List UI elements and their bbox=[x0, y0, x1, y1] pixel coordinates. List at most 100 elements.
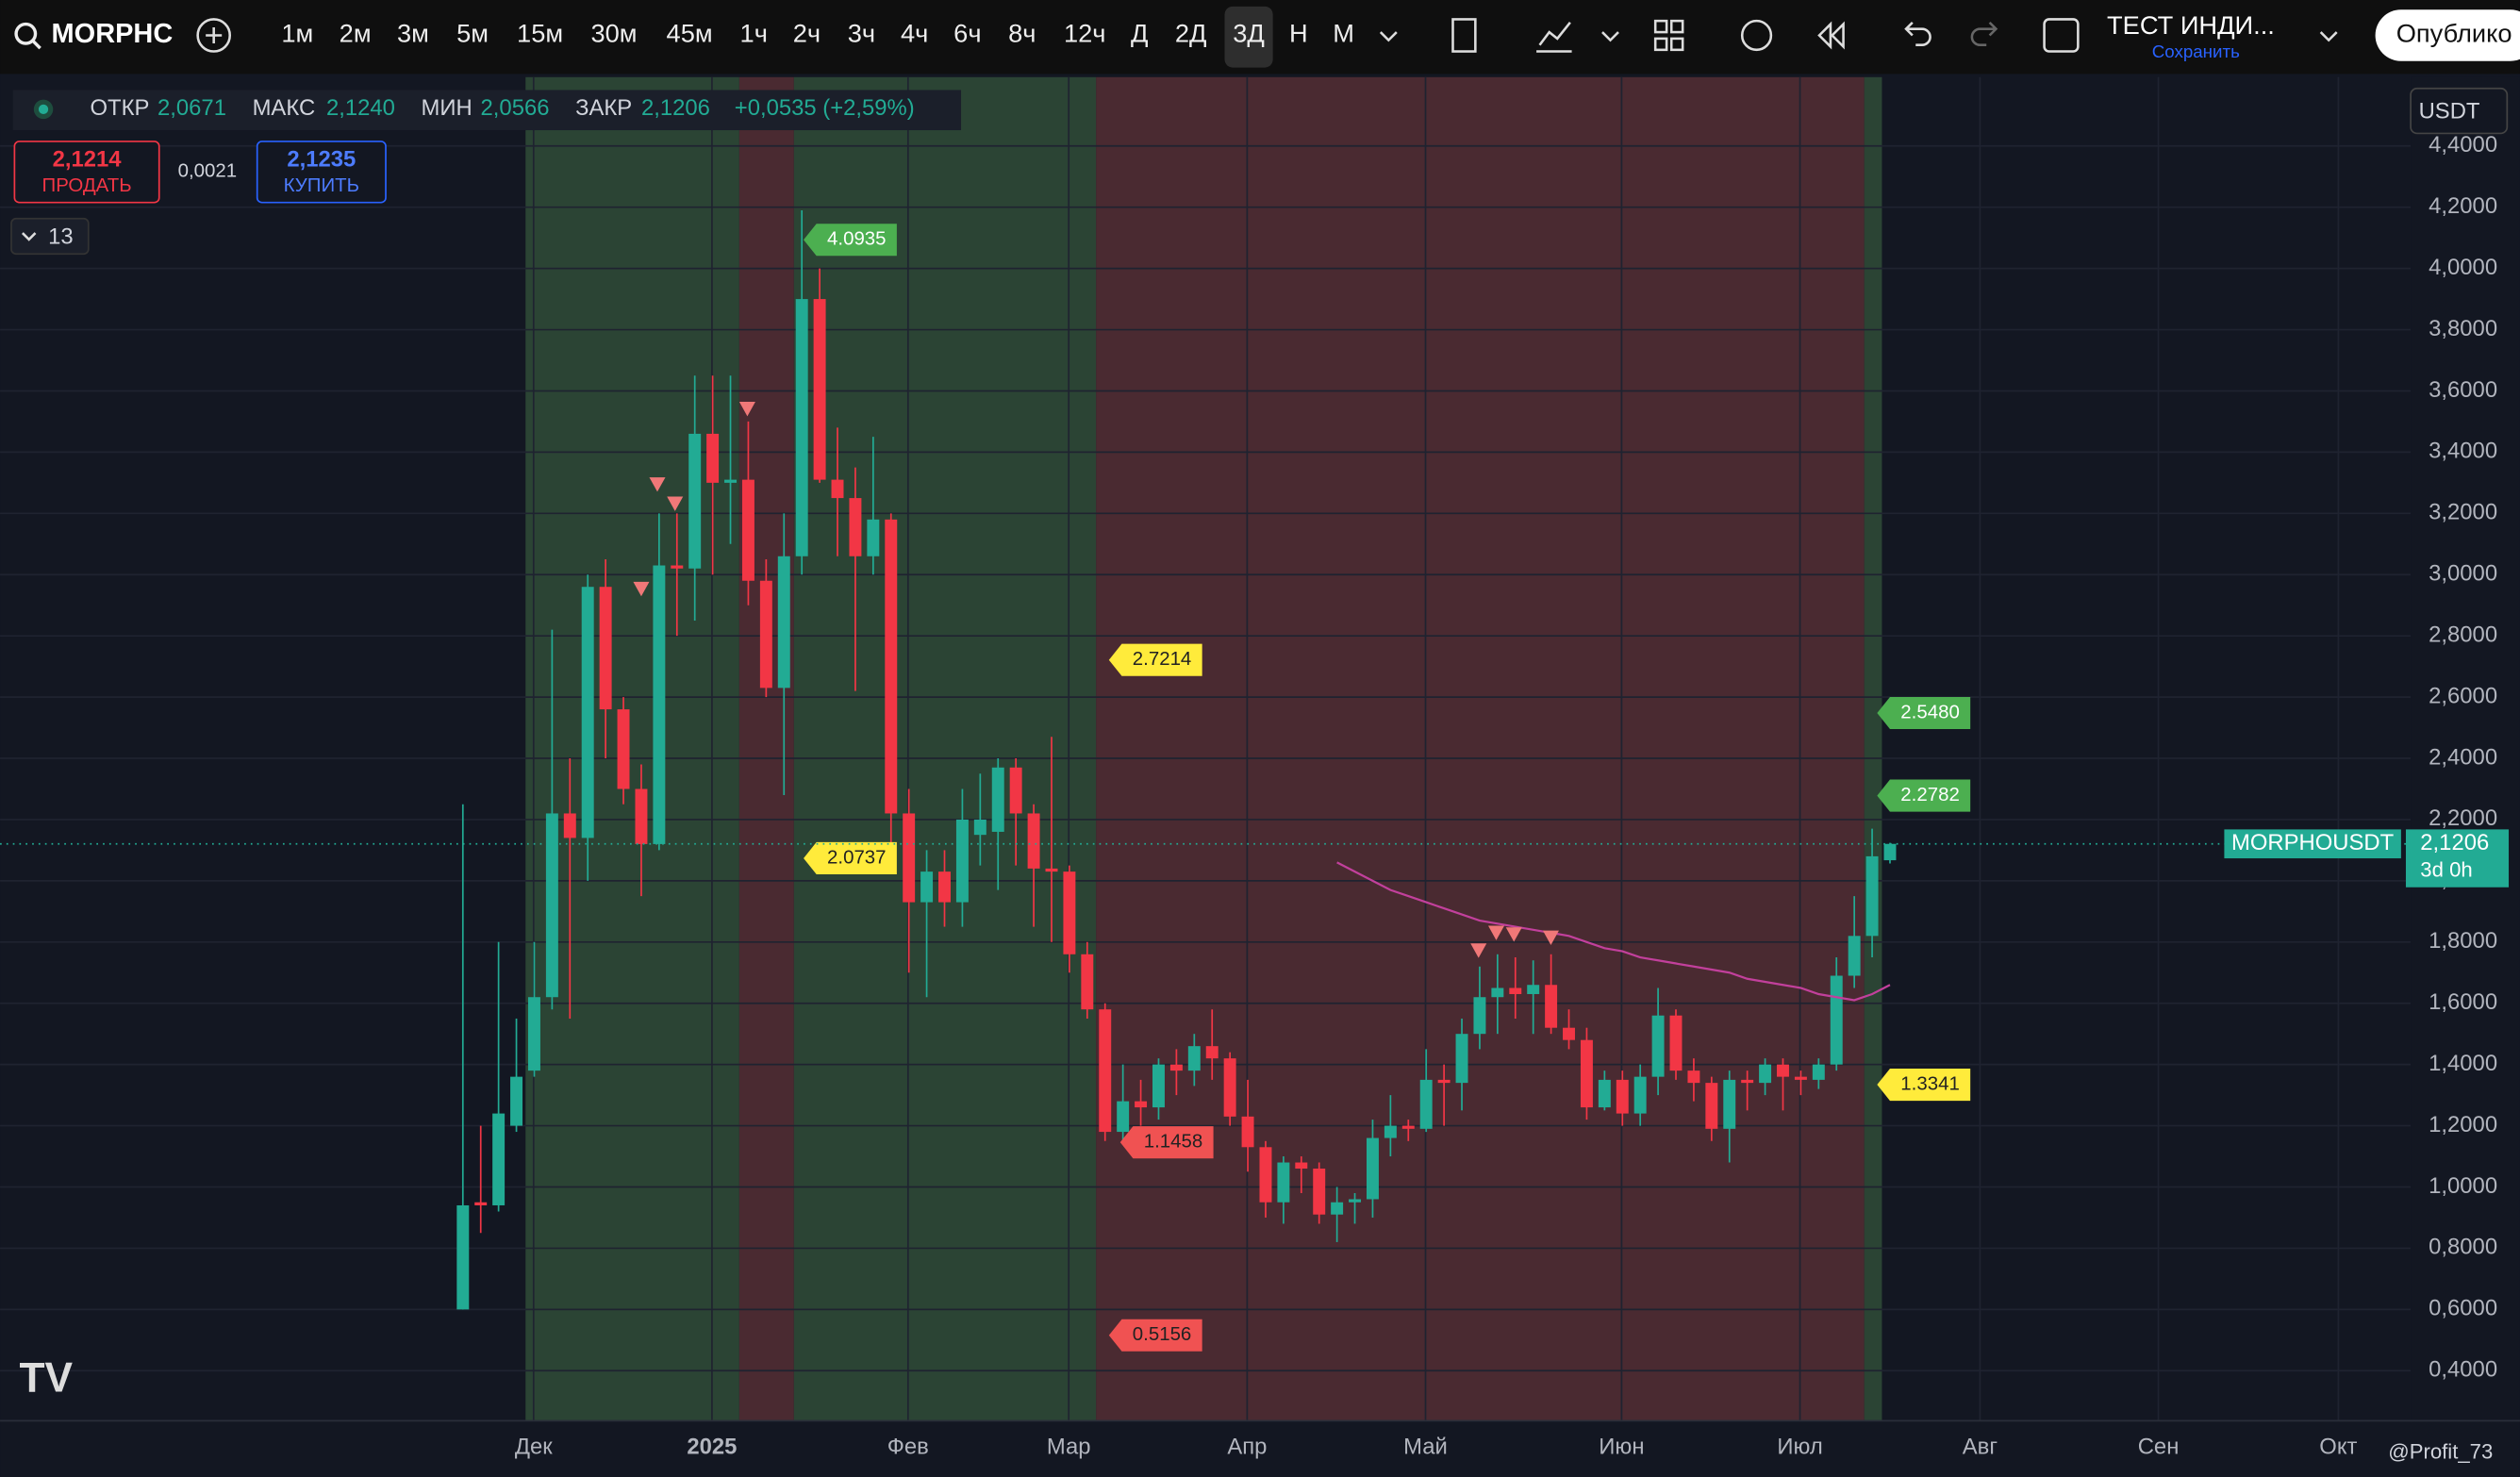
candle-body bbox=[973, 819, 986, 836]
sell-button[interactable] bbox=[13, 141, 160, 204]
timeframe[interactable]: Д bbox=[1131, 19, 1148, 48]
timeframe[interactable]: 4ч bbox=[901, 19, 928, 48]
currency-button[interactable] bbox=[2410, 87, 2509, 135]
candle-body bbox=[1135, 1101, 1148, 1108]
buy-label[interactable]: КУПИТЬ bbox=[284, 174, 359, 196]
timeframe[interactable]: 1м bbox=[281, 19, 313, 48]
replay[interactable] bbox=[1817, 21, 1845, 50]
candle-body bbox=[991, 767, 1004, 832]
candle-body bbox=[1527, 985, 1540, 994]
undo[interactable] bbox=[1904, 21, 1931, 46]
sell-label[interactable]: ПРОДАТЬ bbox=[42, 174, 132, 196]
candle-body bbox=[1401, 1125, 1415, 1129]
candle-body bbox=[1384, 1125, 1397, 1138]
candle-body bbox=[1723, 1079, 1736, 1129]
y-tick-label: 2,6000 bbox=[2429, 683, 2497, 708]
dropdown[interactable] bbox=[1379, 31, 1398, 42]
candle-body bbox=[1865, 855, 1879, 937]
level-label: 0.5156 bbox=[1133, 1323, 1192, 1345]
candle-body bbox=[1419, 1079, 1433, 1129]
level-tag bbox=[1119, 1126, 1214, 1159]
timeframe[interactable]: 3м bbox=[397, 19, 429, 48]
timeframe[interactable]: 2Д bbox=[1175, 19, 1207, 48]
candle-body bbox=[1223, 1058, 1236, 1117]
fullscreen[interactable] bbox=[2043, 18, 2080, 53]
sell-price[interactable]: 2,1214 bbox=[53, 147, 123, 173]
currency[interactable]: USDT bbox=[2419, 99, 2480, 124]
candle-body bbox=[1687, 1070, 1700, 1084]
candle-body bbox=[474, 1202, 488, 1205]
timeframe[interactable]: 3Д bbox=[1233, 19, 1265, 48]
timeframe[interactable]: М bbox=[1333, 19, 1354, 48]
timeframe[interactable]: 12ч bbox=[1064, 19, 1106, 48]
active-timeframe bbox=[1224, 6, 1273, 68]
signal bbox=[649, 477, 666, 492]
candle-body bbox=[903, 813, 916, 903]
level-tag bbox=[1877, 696, 1971, 730]
timeframe[interactable]: 15м bbox=[517, 19, 563, 48]
indicators-count[interactable]: 13 bbox=[48, 224, 74, 249]
bear-zone bbox=[738, 76, 794, 1421]
x-tick-label: Окт bbox=[2319, 1435, 2357, 1460]
candle-body bbox=[955, 819, 969, 903]
x-tick-label: Июл bbox=[1777, 1435, 1822, 1460]
candle-body bbox=[563, 813, 576, 838]
timeframe[interactable]: 1ч bbox=[740, 19, 768, 48]
layout-name[interactable]: ТЕСТ ИНДИ... bbox=[2107, 10, 2275, 40]
y-tick-label: 0,6000 bbox=[2429, 1296, 2497, 1321]
candle-body bbox=[545, 813, 558, 998]
symbol[interactable]: MORPHC bbox=[52, 19, 174, 49]
candle-body bbox=[1598, 1079, 1611, 1108]
x-tick-label: Дек bbox=[515, 1435, 553, 1460]
candle-body bbox=[1117, 1101, 1130, 1133]
timeframe[interactable]: 5м bbox=[456, 19, 489, 48]
timeframe[interactable]: 45м bbox=[667, 19, 713, 48]
price-axis bbox=[2411, 76, 2520, 1421]
candle-body bbox=[1741, 1079, 1754, 1084]
redo[interactable] bbox=[1970, 21, 1998, 46]
chart-type[interactable] bbox=[1451, 18, 1477, 53]
buy-button[interactable] bbox=[256, 141, 387, 204]
candle-body bbox=[599, 587, 612, 710]
layouts[interactable] bbox=[1653, 19, 1668, 34]
candle-body bbox=[759, 580, 772, 689]
level-label: 1.3341 bbox=[1900, 1072, 1960, 1094]
level-label: 4.0935 bbox=[827, 228, 887, 250]
save[interactable]: Сохранить bbox=[2152, 41, 2240, 61]
indicators-toggle[interactable] bbox=[10, 217, 90, 256]
chevron bbox=[21, 232, 37, 241]
alert[interactable] bbox=[1740, 19, 1773, 52]
publish[interactable]: Опублико bbox=[2396, 19, 2512, 48]
buy-price[interactable]: 2,1235 bbox=[287, 147, 356, 173]
legend-value: 2,1206 bbox=[641, 95, 710, 121]
candle-body bbox=[1099, 1009, 1112, 1133]
legend-bg bbox=[12, 90, 962, 131]
timeframe[interactable]: 30м bbox=[590, 19, 637, 48]
indicators[interactable] bbox=[1536, 22, 1572, 53]
timeframe[interactable]: Н bbox=[1289, 19, 1308, 48]
dropdown[interactable] bbox=[2319, 31, 2338, 42]
level-tag bbox=[1877, 779, 1971, 812]
timeframe[interactable]: 8ч bbox=[1008, 19, 1036, 48]
layouts bbox=[1653, 37, 1668, 52]
timeframe[interactable]: 2ч bbox=[793, 19, 821, 48]
level-label: 2.7214 bbox=[1133, 648, 1192, 670]
timeframe[interactable]: 3ч bbox=[848, 19, 875, 48]
y-tick-label: 1,2000 bbox=[2429, 1112, 2497, 1137]
candle-body bbox=[741, 479, 754, 581]
level-label: 2.0737 bbox=[827, 846, 887, 868]
candle-body bbox=[1777, 1064, 1789, 1077]
publish-button[interactable] bbox=[2375, 9, 2520, 61]
candle-body bbox=[1491, 987, 1504, 998]
timeframe[interactable]: 6ч bbox=[953, 19, 981, 48]
signal bbox=[1505, 927, 1522, 942]
add-symbol[interactable] bbox=[196, 18, 231, 53]
y-tick-label: 4,4000 bbox=[2429, 132, 2497, 158]
candle-body bbox=[1349, 1199, 1362, 1203]
candle-body bbox=[1616, 1079, 1629, 1114]
dropdown[interactable] bbox=[1601, 31, 1619, 42]
search-icon[interactable] bbox=[14, 22, 38, 45]
timeframe[interactable]: 2м bbox=[340, 19, 372, 48]
